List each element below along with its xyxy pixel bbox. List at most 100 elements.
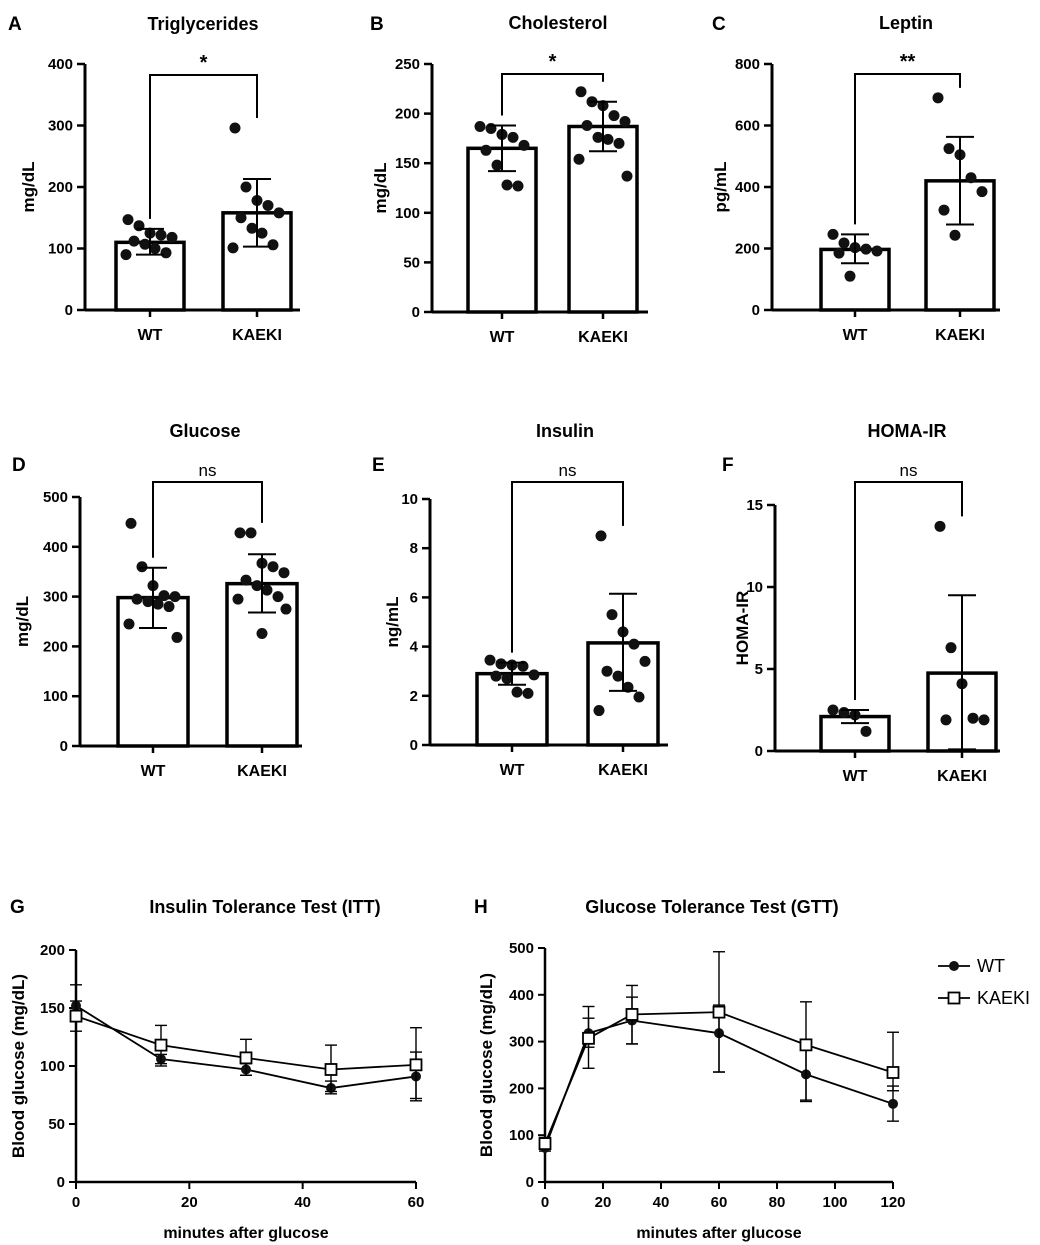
data-point xyxy=(245,527,257,539)
data-point xyxy=(949,229,961,241)
data-point xyxy=(844,270,856,282)
x-tick-label: 80 xyxy=(769,1194,786,1211)
data-point xyxy=(612,670,624,682)
y-tick-label: 400 xyxy=(48,56,73,73)
data-point xyxy=(169,591,181,603)
y-tick-label: 100 xyxy=(40,1058,65,1075)
data-point xyxy=(943,143,955,155)
data-point xyxy=(888,1098,898,1109)
y-tick-label: 0 xyxy=(410,737,418,754)
y-tick-label: 6 xyxy=(410,589,418,606)
significance-label: ns xyxy=(559,461,577,480)
data-point xyxy=(934,520,946,532)
data-point xyxy=(613,137,625,149)
data-point xyxy=(528,669,540,681)
legend-label: WT xyxy=(977,956,1005,976)
data-point xyxy=(272,591,284,603)
panel-label: F xyxy=(722,455,734,476)
data-point xyxy=(860,725,872,737)
y-tick-label: 200 xyxy=(48,179,73,196)
data-point xyxy=(838,237,850,249)
significance-label: * xyxy=(200,52,208,74)
x-tick-label: 40 xyxy=(294,1194,311,1211)
data-point xyxy=(633,691,645,703)
y-tick-label: 15 xyxy=(746,497,763,514)
data-point xyxy=(573,153,585,165)
data-point xyxy=(69,1009,83,1023)
y-tick-label: 200 xyxy=(395,106,420,123)
panel-F: F HOMA-IR 0 5 10 15 HOMA-IR WT KAEKI ns xyxy=(722,421,1000,785)
significance-label: * xyxy=(549,51,557,73)
data-point xyxy=(871,245,883,257)
data-point xyxy=(639,655,651,667)
chart-title: Cholesterol xyxy=(508,13,607,33)
series-kaeki xyxy=(69,984,423,1100)
data-point xyxy=(256,627,268,639)
significance-label: ns xyxy=(199,461,217,480)
panel-B: B Cholesterol 0 50 100 150 200 250 mg/dL WT KAEKI * xyxy=(370,13,648,346)
data-point xyxy=(606,609,618,621)
legend-marker xyxy=(949,961,959,971)
y-axis-label: ng/mL xyxy=(383,597,402,648)
data-point xyxy=(976,186,988,198)
data-point xyxy=(239,1051,253,1065)
y-tick-label: 100 xyxy=(395,205,420,222)
data-point xyxy=(628,638,640,650)
series-kaeki xyxy=(538,951,900,1151)
significance-label: ** xyxy=(900,51,916,73)
data-point xyxy=(280,603,292,615)
data-point xyxy=(511,686,523,698)
significance-bracket xyxy=(854,481,963,700)
chart-title: Insulin Tolerance Test (ITT) xyxy=(149,897,380,917)
data-point xyxy=(256,227,268,239)
data-point xyxy=(125,517,137,529)
data-point xyxy=(491,159,503,171)
x-tick-label: WT xyxy=(138,327,163,344)
y-tick-label: 0 xyxy=(526,1174,534,1191)
data-point xyxy=(171,631,183,643)
data-point xyxy=(120,249,132,261)
y-tick-label: 50 xyxy=(403,254,420,271)
data-point xyxy=(155,229,167,241)
data-point xyxy=(474,120,486,132)
data-point xyxy=(940,714,952,726)
y-tick-label: 100 xyxy=(43,688,68,705)
x-axis-label: minutes after glucose xyxy=(636,1225,801,1242)
x-tick-label: KAEKI xyxy=(232,327,282,344)
data-point xyxy=(240,181,252,193)
data-point xyxy=(592,131,604,143)
y-tick-label: 0 xyxy=(57,1174,65,1191)
chart-title: Glucose xyxy=(169,421,240,441)
y-axis-label: mg/dL xyxy=(13,596,32,647)
panel-label: A xyxy=(8,14,22,35)
x-tick-label: WT xyxy=(500,762,525,779)
x-tick-label: 40 xyxy=(653,1194,670,1211)
data-point xyxy=(522,687,534,699)
x-tick-label: KAEKI xyxy=(598,762,648,779)
x-tick-label: 100 xyxy=(822,1194,847,1211)
panel-label: E xyxy=(372,455,385,476)
data-point xyxy=(324,1063,338,1076)
x-tick-label: 20 xyxy=(595,1194,612,1211)
data-point xyxy=(595,530,607,542)
data-point xyxy=(122,214,134,226)
x-tick-label: 120 xyxy=(880,1194,905,1211)
panel-H: H Glucose Tolerance Test (GTT)01002003004… xyxy=(474,897,906,1242)
y-tick-label: 150 xyxy=(40,1000,65,1017)
x-tick-label: KAEKI xyxy=(578,329,628,346)
y-tick-label: 400 xyxy=(735,179,760,196)
chart-title: Leptin xyxy=(879,13,933,33)
y-tick-label: 150 xyxy=(395,155,420,172)
data-point xyxy=(827,228,839,240)
data-point xyxy=(593,705,605,717)
data-point xyxy=(827,704,839,716)
significance-bracket xyxy=(152,481,263,558)
panel-E: E Insulin 0 2 4 6 8 10 ng/mL WT KAEKI ns xyxy=(372,421,668,779)
data-point xyxy=(932,92,944,104)
data-point xyxy=(131,593,143,605)
data-point xyxy=(619,116,631,128)
chart-title: Glucose Tolerance Test (GTT) xyxy=(585,897,838,917)
y-tick-label: 300 xyxy=(48,118,73,135)
data-point xyxy=(160,247,172,259)
data-point xyxy=(518,139,530,151)
